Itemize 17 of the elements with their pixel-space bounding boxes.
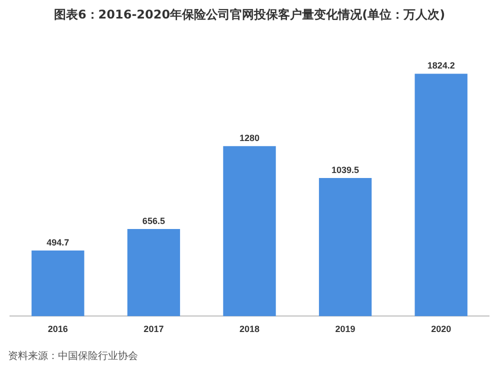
data-label: 1039.5 <box>332 165 360 176</box>
x-tick-label: 2019 <box>335 324 356 334</box>
bar <box>318 178 372 316</box>
bar <box>32 250 84 316</box>
chart-title: 图表6：2016-2020年保险公司官网投保客户量变化情况(单位：万人次) <box>54 7 446 22</box>
data-label: 1824.2 <box>427 60 455 71</box>
text: 资料来源：中国保险行业协会 <box>8 350 138 363</box>
bar <box>414 74 468 316</box>
x-tick-label: 2020 <box>431 324 452 334</box>
x-tick-label: 2017 <box>144 324 164 334</box>
bar <box>223 146 276 316</box>
bar <box>127 228 180 316</box>
data-label: 494.7 <box>46 237 70 248</box>
x-tick-label: 2018 <box>239 324 260 334</box>
x-tick-label: 2016 <box>48 324 68 334</box>
data-label: 1280 <box>239 133 260 144</box>
data-label: 656.5 <box>142 216 165 226</box>
